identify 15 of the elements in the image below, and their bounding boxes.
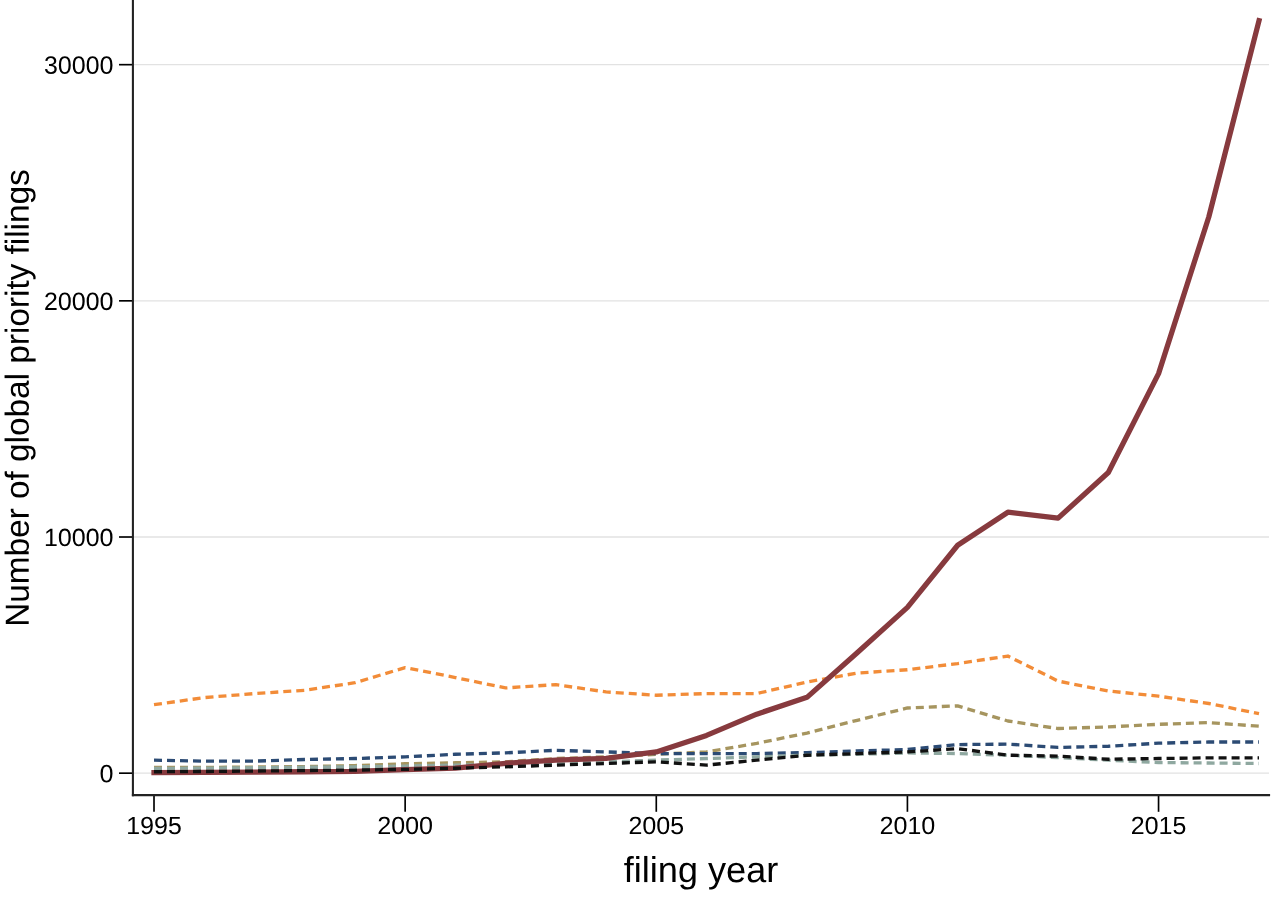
line-series <box>152 654 1261 716</box>
line-series <box>152 704 1261 770</box>
y-tick-label: 0 <box>100 764 113 783</box>
x-tick-label: 2000 <box>378 816 432 835</box>
line-series <box>152 746 1261 774</box>
x-tick-label: 2015 <box>1132 816 1186 835</box>
x-axis-title: filing year <box>624 855 778 890</box>
y-tick-label: 10000 <box>45 528 113 547</box>
y-tick-label: 20000 <box>45 292 113 311</box>
x-tick-label: 2005 <box>629 816 684 835</box>
y-axis-title: Number of global priority filings <box>4 170 36 625</box>
x-tick-label: 1995 <box>128 816 181 835</box>
x-tick-label: 2010 <box>880 816 935 835</box>
line-series <box>152 740 1261 763</box>
y-tick-label: 30000 <box>44 56 113 74</box>
